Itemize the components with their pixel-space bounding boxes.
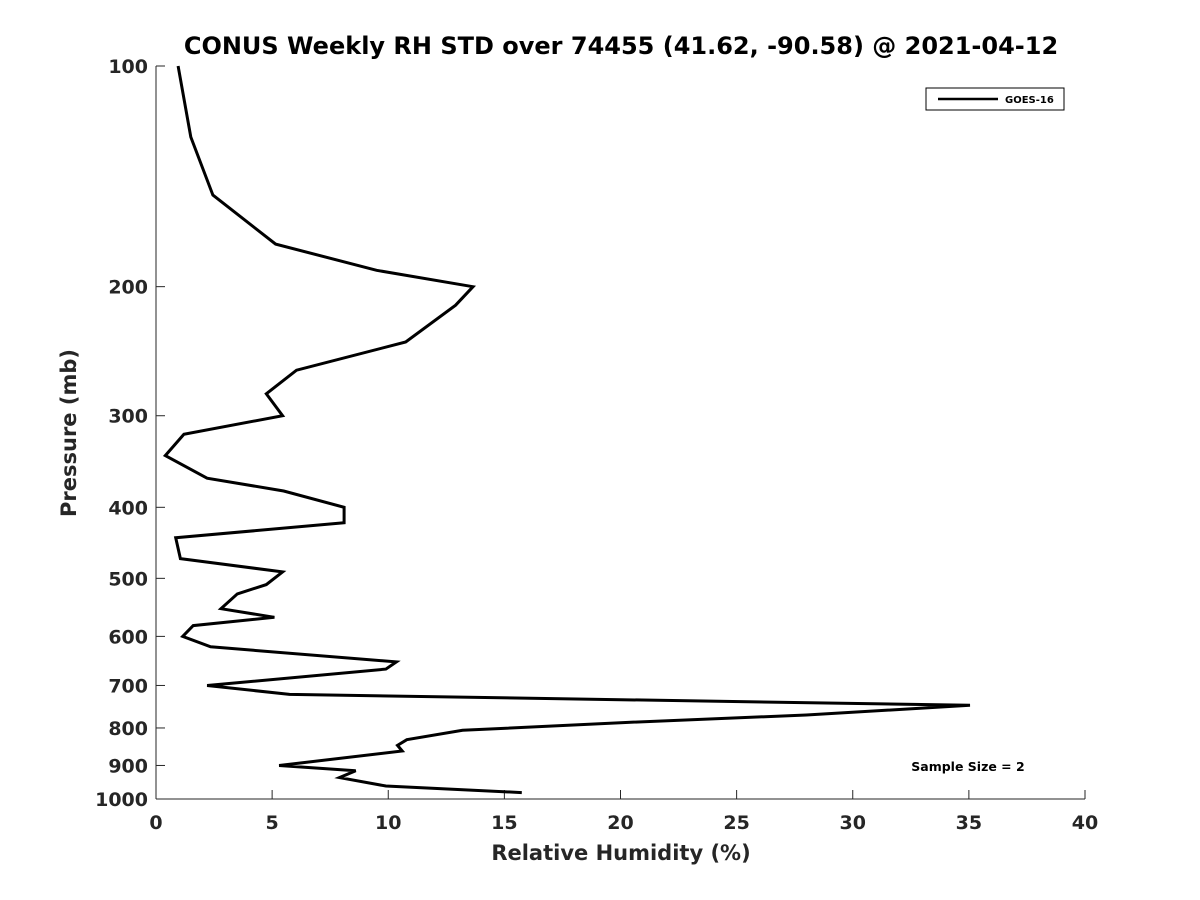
x-tick-label: 15 [491,812,517,834]
x-ticks: 0 5 10 15 20 25 30 35 40 [149,790,1098,834]
y-tick-label: 200 [108,277,148,299]
y-ticks: 100 200 300 400 500 600 700 800 900 1000 [95,56,165,811]
y-axis-label: Pressure (mb) [57,349,81,517]
x-axis-label: Relative Humidity (%) [491,841,750,865]
series-lines [162,65,971,795]
series-line-goes-16 [162,65,971,795]
x-tick-label: 35 [956,812,982,834]
y-tick-label: 1000 [95,789,148,811]
y-tick-label: 500 [108,568,148,590]
y-tick-label: 300 [108,406,148,428]
x-tick-label: 10 [375,812,401,834]
legend-label-goes-16: GOES-16 [1005,95,1054,106]
y-tick-label: 800 [108,718,148,740]
legend: GOES-16 [925,87,1065,111]
chart-title: CONUS Weekly RH STD over 74455 (41.62, -… [184,32,1058,60]
x-tick-label: 25 [723,812,749,834]
sample-size-annotation: Sample Size = 2 [911,759,1024,774]
x-tick-label: 30 [840,812,866,834]
x-tick-label: 20 [607,812,633,834]
x-tick-label: 0 [149,812,162,834]
y-tick-label: 900 [108,755,148,777]
y-tick-label: 400 [108,497,148,519]
x-tick-label: 40 [1072,812,1098,834]
y-tick-label: 100 [108,56,148,78]
y-tick-label: 700 [108,675,148,697]
x-tick-label: 5 [266,812,279,834]
y-tick-label: 600 [108,626,148,648]
